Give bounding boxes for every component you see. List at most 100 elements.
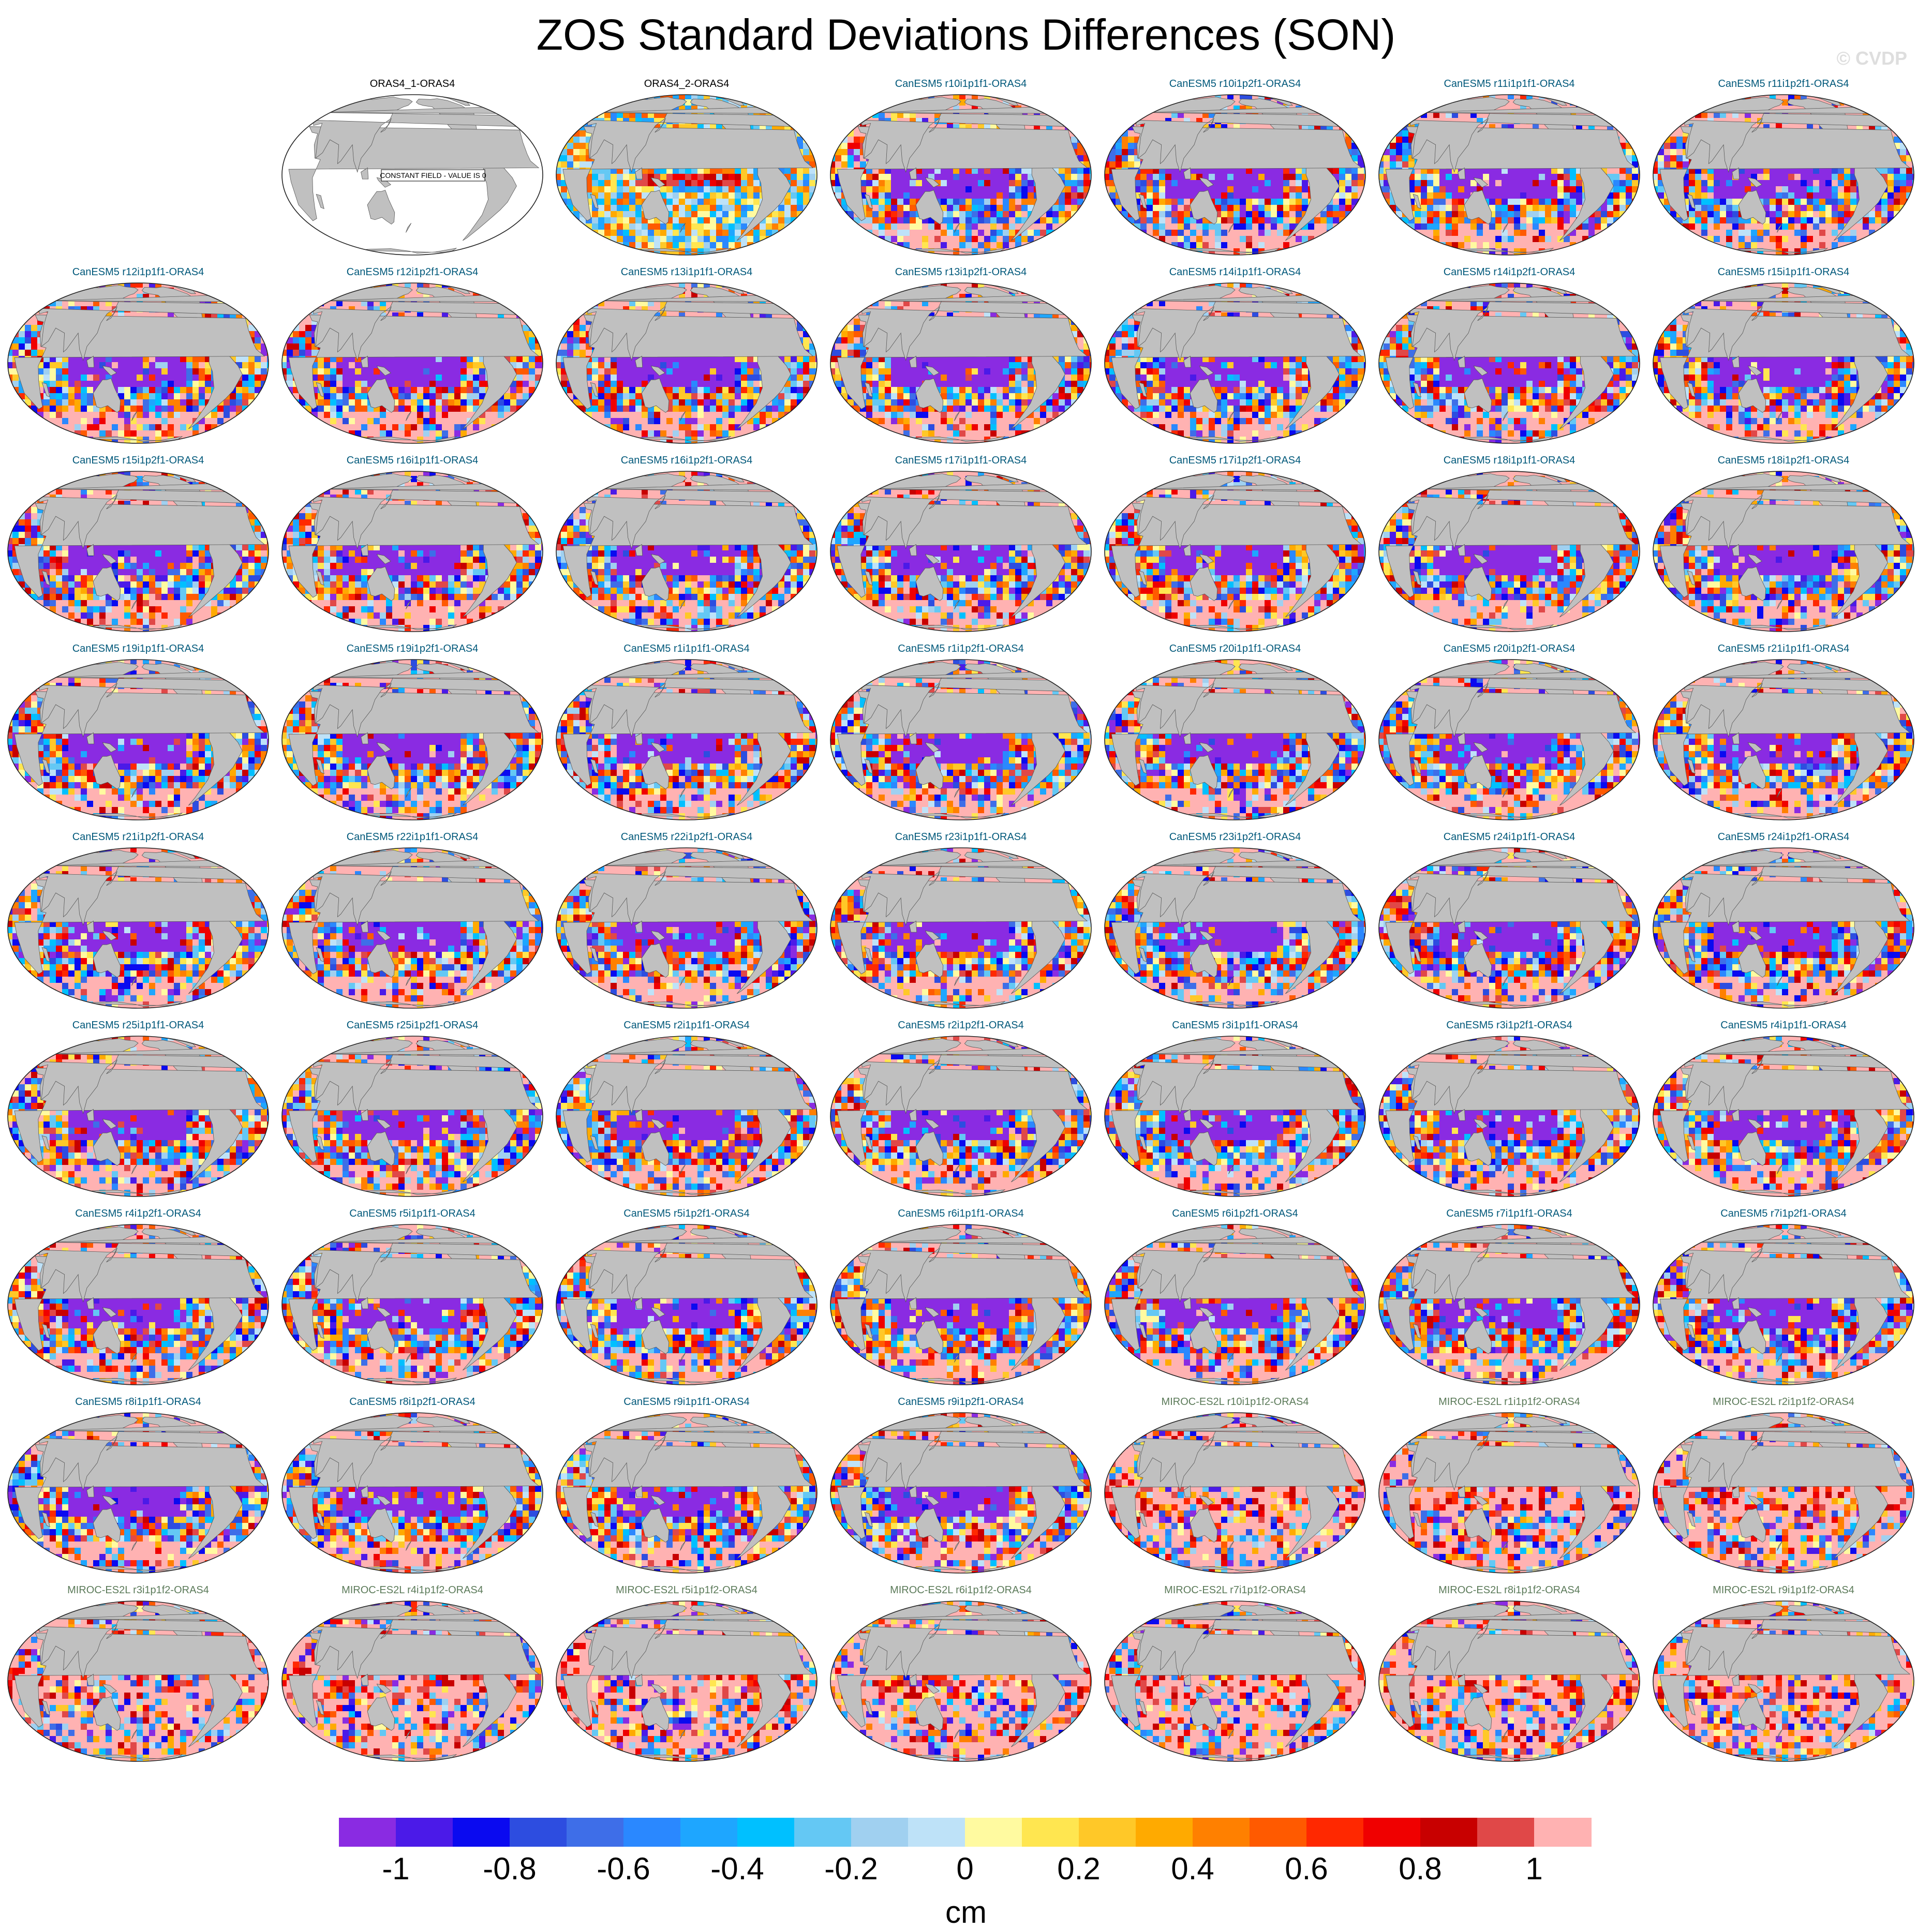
map-panel: CanESM5 r10i1p1f1-ORAS4: [824, 73, 1098, 262]
map-panel: CanESM5 r5i1p1f1-ORAS4: [275, 1203, 549, 1392]
panel-title: CanESM5 r22i1p1f1-ORAS4: [275, 827, 549, 847]
map-panel: CanESM5 r12i1p2f1-ORAS4: [275, 262, 549, 450]
panel-title: CanESM5 r6i1p2f1-ORAS4: [1098, 1203, 1372, 1224]
ocean-field: [1652, 658, 1915, 821]
map-panel: CanESM5 r4i1p1f1-ORAS4: [1646, 1015, 1921, 1203]
world-map: [6, 1035, 270, 1198]
world-map: [1652, 1411, 1915, 1575]
world-map: [1377, 658, 1641, 821]
map-panel: ORAS4_2-ORAS4: [549, 73, 824, 262]
colorbar-swatch: [794, 1818, 852, 1847]
colorbar-swatch: [680, 1818, 738, 1847]
map-panel: CanESM5 r4i1p2f1-ORAS4: [1, 1203, 275, 1392]
panel-title: CanESM5 r8i1p1f1-ORAS4: [1, 1392, 275, 1412]
ocean-field: [555, 281, 819, 445]
panel-title: CanESM5 r16i1p2f1-ORAS4: [549, 450, 824, 471]
world-map: [1377, 93, 1641, 257]
map-panel: CanESM5 r17i1p1f1-ORAS4: [824, 450, 1098, 638]
world-map: [280, 1599, 544, 1763]
colorbar-swatch: [1022, 1818, 1079, 1847]
colorbar-swatch: [1306, 1818, 1364, 1847]
world-map: [555, 281, 819, 445]
panel-title: CanESM5 r19i1p2f1-ORAS4: [275, 638, 549, 659]
world-map: [1377, 281, 1641, 445]
ocean-field: [829, 846, 1093, 1010]
world-map: [1103, 470, 1367, 633]
world-map: [280, 1223, 544, 1386]
world-map: [829, 93, 1093, 257]
world-map: [280, 1411, 544, 1575]
ocean-field: [6, 1223, 270, 1386]
ocean-field: [280, 846, 544, 1010]
panel-title: MIROC-ES2L r4i1p1f2-ORAS4: [275, 1580, 549, 1600]
panel-title: CanESM5 r2i1p2f1-ORAS4: [824, 1015, 1098, 1036]
ocean-field: [1103, 281, 1367, 445]
map-panel: CanESM5 r24i1p1f1-ORAS4: [1372, 827, 1646, 1015]
map-panel: MIROC-ES2L r10i1p1f2-ORAS4: [1098, 1392, 1372, 1580]
ocean-field: [829, 281, 1093, 445]
panel-title: CanESM5 r17i1p2f1-ORAS4: [1098, 450, 1372, 471]
map-panel: MIROC-ES2L r6i1p1f2-ORAS4: [824, 1580, 1098, 1768]
panel-title: CanESM5 r12i1p1f1-ORAS4: [1, 262, 275, 282]
map-panel: CanESM5 r25i1p2f1-ORAS4: [275, 1015, 549, 1203]
world-map: [555, 1035, 819, 1198]
world-map: [829, 1035, 1093, 1198]
ocean-field: [1103, 93, 1367, 257]
colorbar-swatch: [339, 1818, 396, 1847]
panel-title: CanESM5 r21i1p1f1-ORAS4: [1646, 638, 1921, 659]
world-map: [1103, 281, 1367, 445]
world-map: [1377, 470, 1641, 633]
ocean-field: [1377, 470, 1641, 633]
map-panel: CanESM5 r25i1p1f1-ORAS4: [1, 1015, 275, 1203]
panel-title: MIROC-ES2L r8i1p1f2-ORAS4: [1372, 1580, 1646, 1600]
panel-title: CanESM5 r16i1p1f1-ORAS4: [275, 450, 549, 471]
panel-title: CanESM5 r25i1p1f1-ORAS4: [1, 1015, 275, 1036]
panel-title: MIROC-ES2L r5i1p1f2-ORAS4: [549, 1580, 824, 1600]
colorbar-tick-label: -0.4: [710, 1851, 764, 1887]
map-panel: CanESM5 r21i1p2f1-ORAS4: [1, 827, 275, 1015]
ocean-field: [1103, 1599, 1367, 1763]
ocean-field: [829, 1599, 1093, 1763]
panel-title: MIROC-ES2L r6i1p1f2-ORAS4: [824, 1580, 1098, 1600]
panel-title: CanESM5 r10i1p2f1-ORAS4: [1098, 73, 1372, 94]
ocean-field: [829, 1411, 1093, 1575]
world-map: [280, 470, 544, 633]
map-panel: MIROC-ES2L r4i1p1f2-ORAS4: [275, 1580, 549, 1768]
colorbar-swatch: [1250, 1818, 1307, 1847]
panel-title: MIROC-ES2L r10i1p1f2-ORAS4: [1098, 1392, 1372, 1412]
colorbar-swatch: [453, 1818, 510, 1847]
world-map: [1103, 1223, 1367, 1386]
ocean-field: [555, 658, 819, 821]
map-panel: CanESM5 r24i1p2f1-ORAS4: [1646, 827, 1921, 1015]
world-map: [829, 1411, 1093, 1575]
colorbar-tick-label: -1: [382, 1851, 409, 1887]
map-panel: CanESM5 r5i1p2f1-ORAS4: [549, 1203, 824, 1392]
colorbar-tick-label: 1: [1525, 1851, 1542, 1887]
world-map: [1652, 470, 1915, 633]
world-map: [1377, 1599, 1641, 1763]
panel-title: CanESM5 r20i1p2f1-ORAS4: [1372, 638, 1646, 659]
colorbar-swatch: [396, 1818, 453, 1847]
ocean-field: [1103, 846, 1367, 1010]
colorbar-tick-label: -0.6: [597, 1851, 650, 1887]
panel-title: ORAS4_2-ORAS4: [549, 73, 824, 94]
map-panel: CanESM5 r14i1p2f1-ORAS4: [1372, 262, 1646, 450]
panel-title: CanESM5 r12i1p2f1-ORAS4: [275, 262, 549, 282]
ocean-field: [1652, 1411, 1915, 1575]
colorbar-swatch: [908, 1818, 965, 1847]
ocean-field: [555, 93, 819, 257]
ocean-field: [555, 470, 819, 633]
world-map: [1103, 1035, 1367, 1198]
ocean-field: [555, 1411, 819, 1575]
panel-title: CanESM5 r5i1p2f1-ORAS4: [549, 1203, 824, 1224]
colorbar-swatch: [965, 1818, 1022, 1847]
map-panel: CanESM5 r14i1p1f1-ORAS4: [1098, 262, 1372, 450]
ocean-field: [1103, 1035, 1367, 1198]
map-panel: CanESM5 r9i1p1f1-ORAS4: [549, 1392, 824, 1580]
panel-title: CanESM5 r1i1p2f1-ORAS4: [824, 638, 1098, 659]
map-panel: MIROC-ES2L r1i1p1f2-ORAS4: [1372, 1392, 1646, 1580]
ocean-field: [280, 658, 544, 821]
panel-title: CanESM5 r11i1p1f1-ORAS4: [1372, 73, 1646, 94]
world-map: [1652, 1599, 1915, 1763]
